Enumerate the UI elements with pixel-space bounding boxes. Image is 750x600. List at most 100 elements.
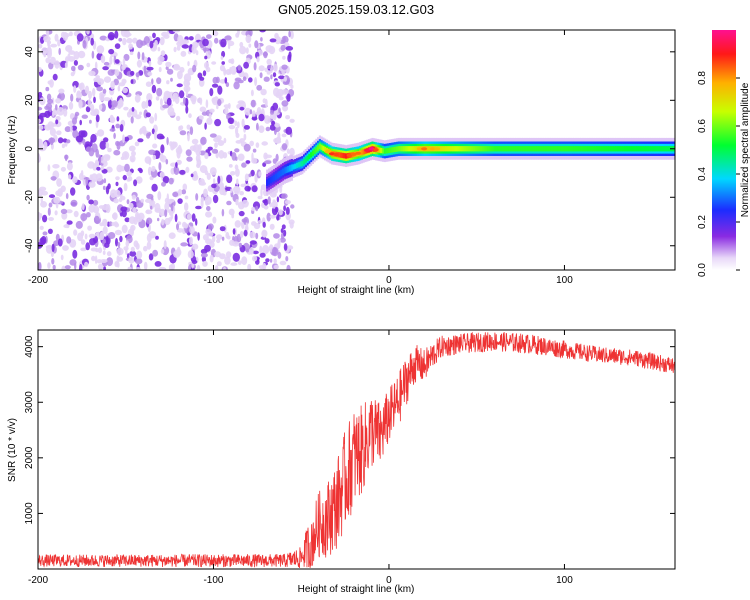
noise-blob (252, 250, 259, 255)
noise-blob (173, 166, 177, 173)
noise-blob (111, 100, 118, 108)
noise-blob (220, 55, 224, 60)
ridge-cell (469, 146, 472, 152)
noise-blob (116, 255, 120, 264)
noise-blob (103, 61, 110, 66)
noise-blob (260, 88, 267, 96)
ridge-cell (650, 146, 653, 152)
noise-blob (106, 257, 113, 267)
spectrogram-x-tick-label: -200 (28, 275, 48, 286)
noise-blob (173, 63, 180, 69)
noise-blob (44, 124, 52, 131)
ridge-cell (560, 146, 564, 152)
ridge-cell (511, 146, 514, 152)
ridge-cell (601, 146, 604, 152)
noise-blob (122, 58, 126, 67)
noise-blob (104, 242, 110, 248)
ridge-cell (313, 148, 316, 155)
ridge-cell (634, 146, 637, 152)
noise-blob (214, 118, 222, 127)
noise-blob (135, 242, 140, 250)
noise-blob (103, 76, 112, 83)
spectrogram-frame (37, 29, 676, 271)
snr-y-label: SNR (10 * v/v) (7, 418, 18, 482)
noise-blob (50, 122, 58, 127)
noise-blob (230, 171, 236, 176)
ridge-cell (290, 164, 293, 171)
noise-blob (85, 242, 90, 251)
noise-blob (172, 191, 179, 198)
ridge-cell (343, 153, 346, 159)
ridge-cell (592, 146, 595, 152)
noise-blob (113, 221, 119, 226)
noise-blob (124, 136, 130, 142)
ridge-cell (303, 159, 306, 165)
ridge-cell (510, 146, 513, 152)
noise-blob (89, 238, 96, 246)
noise-blob (60, 208, 68, 215)
noise-blob (94, 61, 98, 71)
ridge-cell (322, 145, 325, 152)
noise-blob (179, 130, 187, 136)
noise-blob (285, 206, 290, 215)
noise-blob (40, 235, 47, 245)
noise-blob (259, 252, 266, 258)
ridge-cell (301, 160, 304, 166)
ridge-cell (622, 146, 625, 152)
noise-blob (290, 84, 294, 89)
noise-blob (154, 112, 158, 122)
noise-blob (224, 107, 229, 116)
noise-blob (176, 228, 184, 233)
noise-blob (122, 174, 128, 181)
ridge-peak (333, 152, 340, 157)
noise-blob (278, 75, 285, 80)
noise-blob (148, 60, 152, 67)
noise-blob (159, 153, 164, 162)
noise-blob (190, 95, 197, 102)
noise-blob (88, 233, 96, 239)
ridge-cell (520, 146, 523, 152)
noise-blob (224, 256, 231, 265)
noise-blob (97, 129, 105, 137)
noise-blob (260, 37, 263, 42)
noise-blob (190, 173, 194, 178)
ridge-cell (552, 146, 555, 152)
noise-blob (90, 133, 97, 143)
noise-blob (263, 51, 268, 59)
noise-blob (130, 79, 134, 84)
noise-blob (282, 104, 289, 112)
noise-blob (202, 38, 209, 47)
noise-blob (77, 64, 84, 71)
noise-blob (88, 70, 96, 77)
noise-blob (122, 134, 125, 143)
noise-blob (257, 220, 262, 224)
noise-blob (285, 115, 291, 120)
noise-blob (256, 56, 260, 63)
noise-blob (99, 35, 108, 41)
ridge-cell (620, 146, 623, 152)
ridge-cell (636, 146, 639, 152)
noise-blob (77, 50, 86, 59)
noise-blob (109, 128, 116, 132)
noise-blob (277, 132, 281, 140)
noise-blob (188, 36, 194, 41)
noise-blob (81, 114, 89, 119)
noise-blob (260, 188, 263, 197)
noise-blob (129, 155, 136, 163)
noise-blob (249, 231, 256, 239)
noise-blob (148, 231, 157, 239)
ridge-cell (460, 146, 464, 152)
noise-blob (151, 84, 157, 94)
noise-blob (258, 113, 265, 122)
noise-blob (157, 47, 161, 52)
noise-blob (179, 125, 184, 131)
noise-blob (86, 30, 90, 35)
noise-blob (236, 104, 242, 109)
noise-blob (289, 118, 295, 123)
ridge-cell (624, 146, 627, 152)
ridge-cell (568, 146, 571, 152)
noise-blob (70, 187, 76, 196)
noise-blob (54, 33, 59, 42)
ridge-cell (446, 146, 450, 152)
